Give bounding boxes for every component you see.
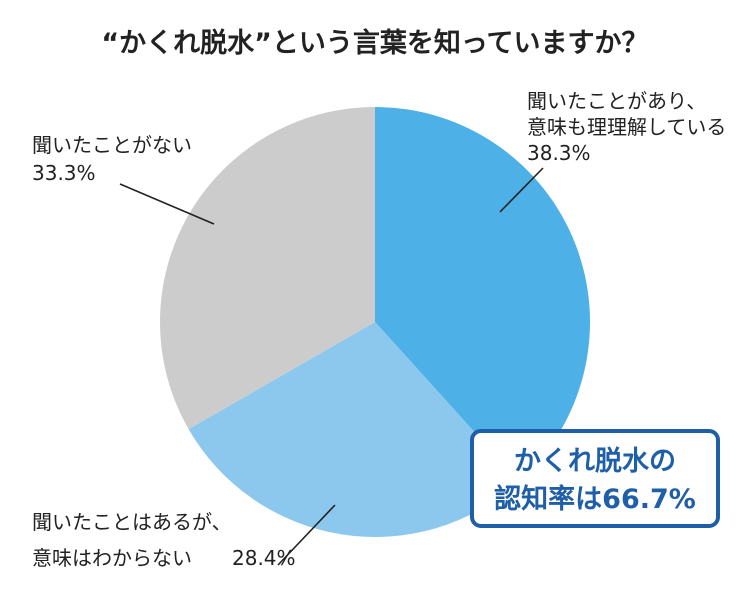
callout-line-1: かくれ脱水の (514, 446, 676, 477)
slice-label-3-line-1: 聞いたことがない (32, 133, 192, 157)
slice-label-1-line-1: 聞いたことがあり、 (527, 89, 706, 113)
chart-title: “かくれ脱水”という言葉を知っていますか？ (101, 28, 648, 59)
leader-line-slice-1 (499, 167, 544, 213)
leader-line-slice-2 (277, 504, 336, 566)
slice-label-1-line-2: 意味も理理解している (527, 115, 726, 139)
recognition-callout-box (470, 429, 720, 528)
slice-label-2-line-2: 意味はわからない (32, 546, 192, 570)
slice-label-2-line-1: 聞いたことはあるが、 (32, 510, 232, 534)
leader-line-slice-3 (119, 183, 215, 225)
pie-slices (160, 107, 590, 537)
callout-line-2: 認知率は66.7% (494, 483, 696, 515)
pie-slice-1 (375, 107, 590, 482)
pie-slice-3 (160, 107, 375, 430)
slice-value-1: 38.3% (527, 141, 591, 165)
pie-slice-2 (188, 322, 520, 537)
slice-value-3: 33.3% (32, 161, 96, 185)
slice-value-2: 28.4% (232, 546, 296, 570)
